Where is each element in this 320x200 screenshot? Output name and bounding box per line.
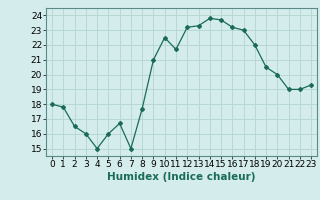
X-axis label: Humidex (Indice chaleur): Humidex (Indice chaleur) [107, 172, 256, 182]
